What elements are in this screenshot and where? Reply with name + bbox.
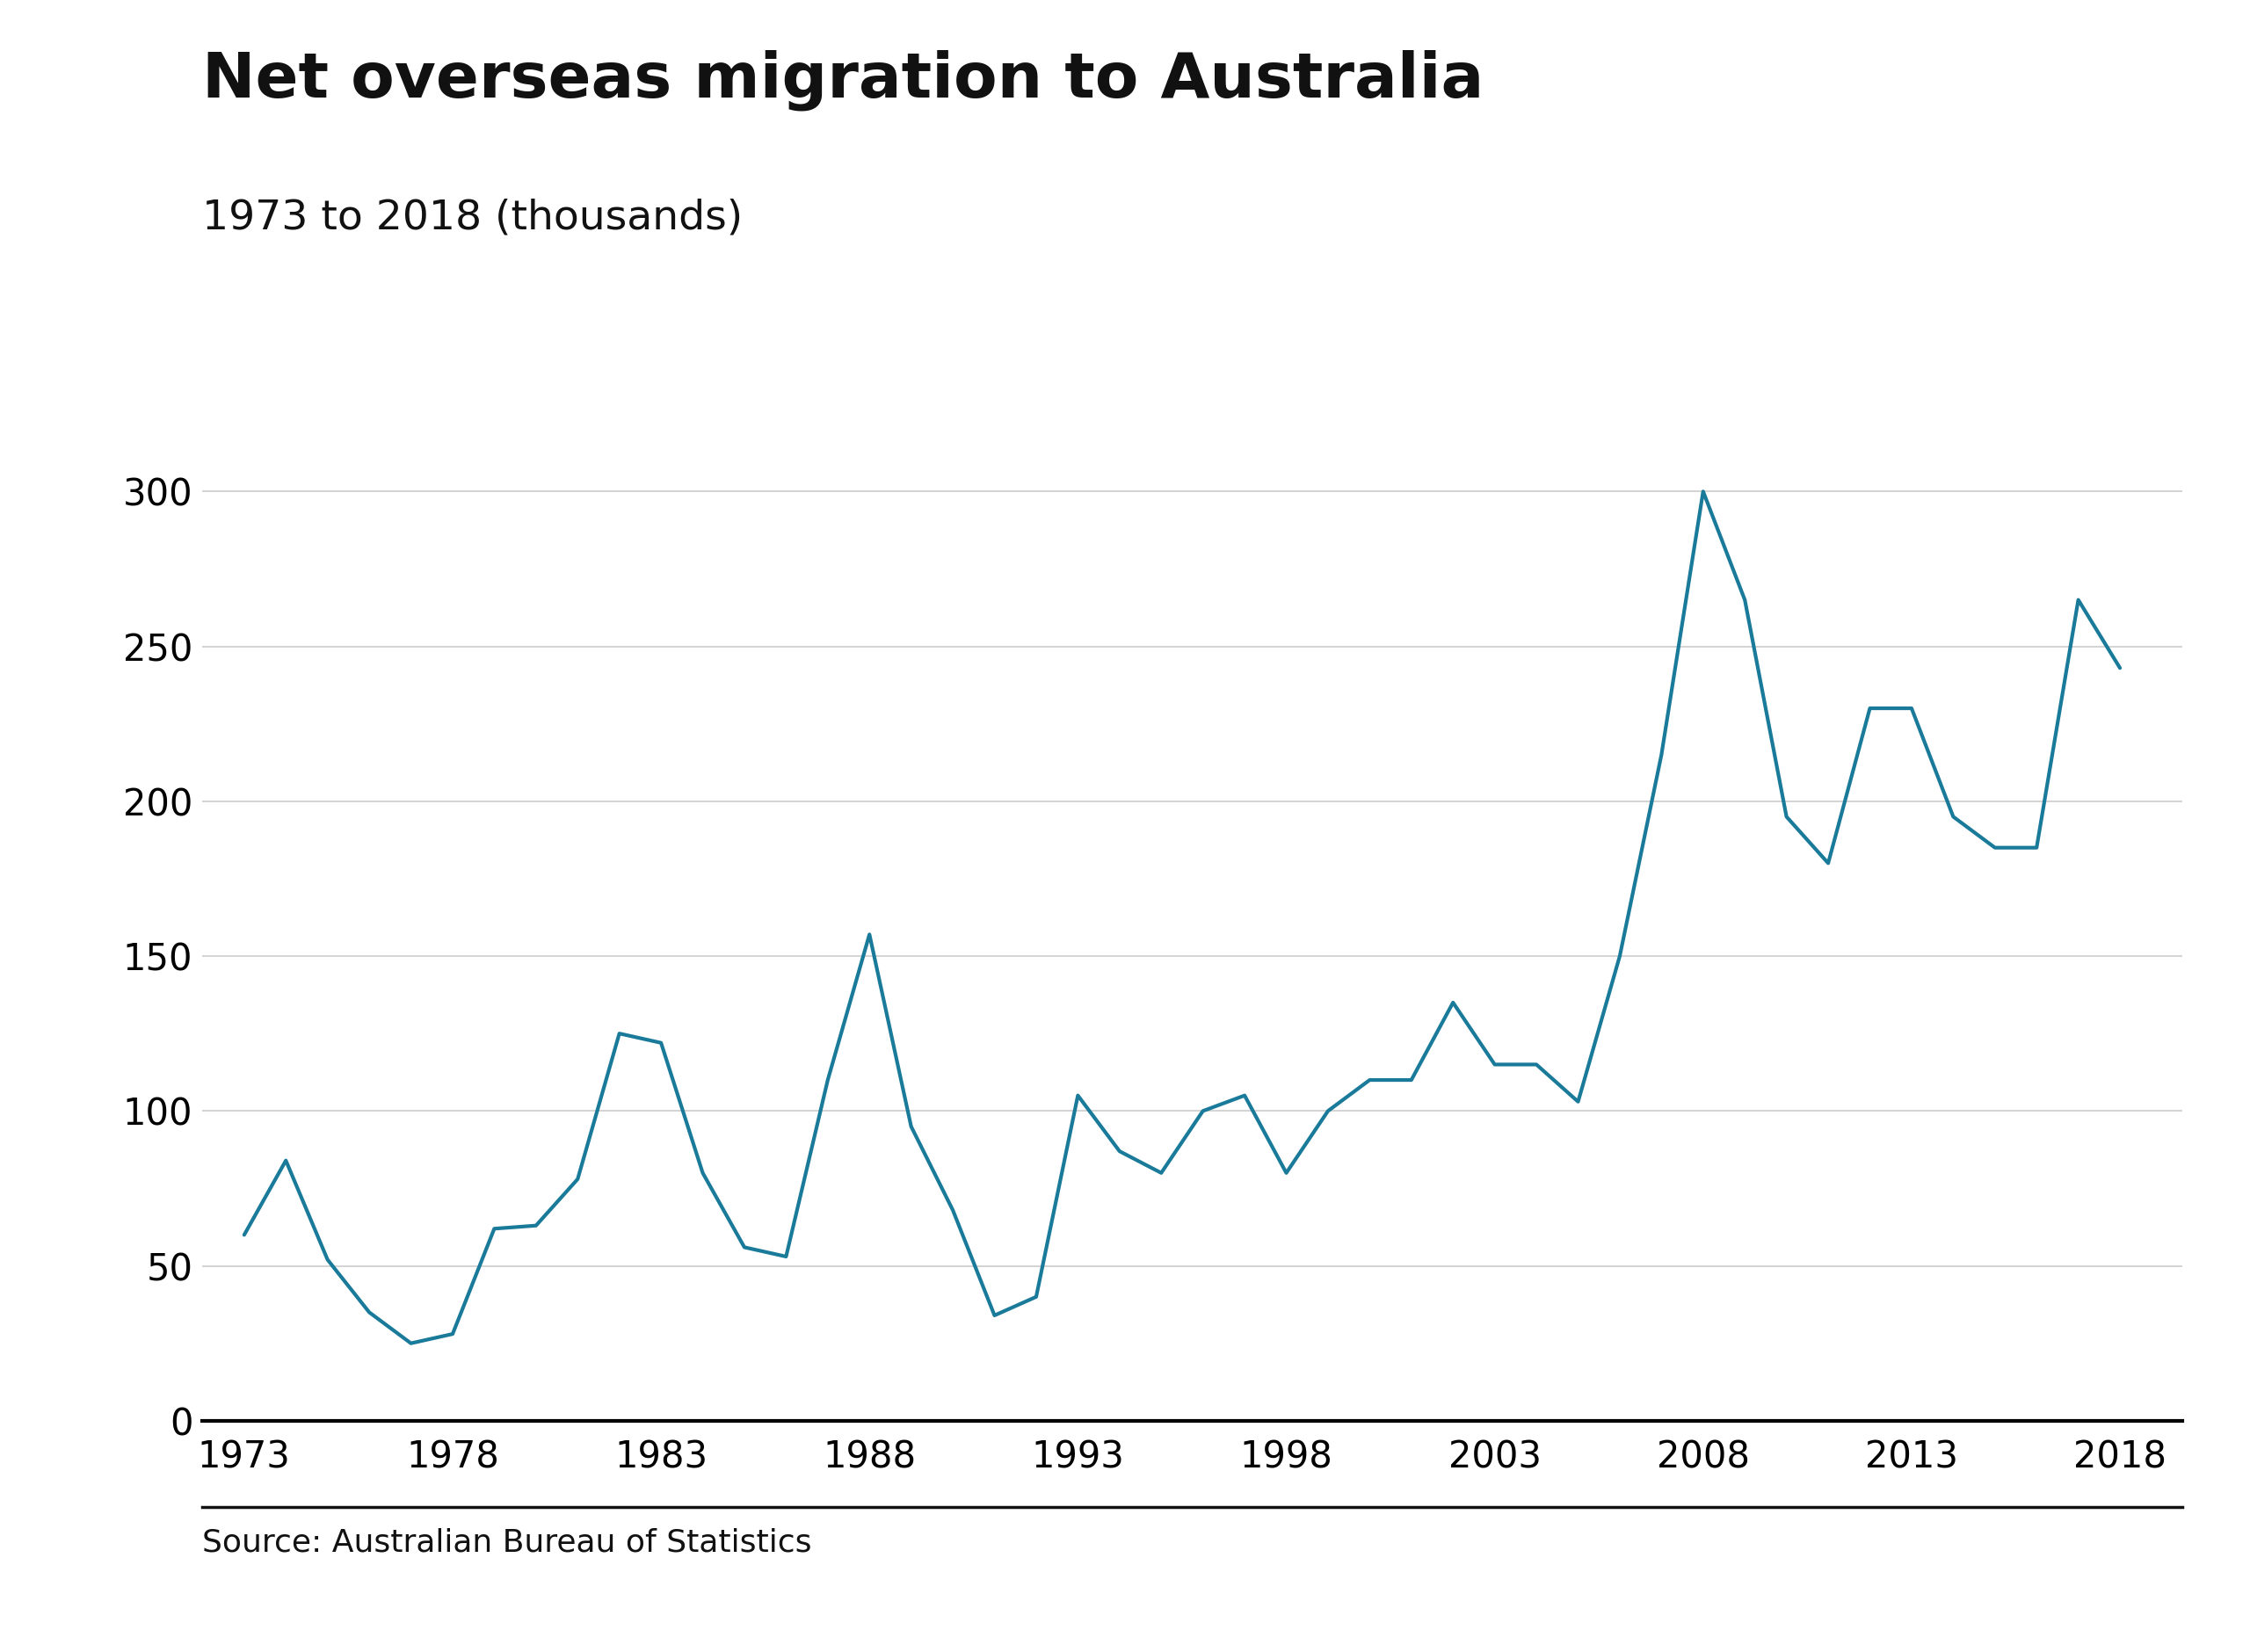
Text: C: C <box>2124 1558 2156 1596</box>
Text: B: B <box>2032 1558 2063 1596</box>
Text: 1973 to 2018 (thousands): 1973 to 2018 (thousands) <box>202 198 743 238</box>
Text: Source: Australian Bureau of Statistics: Source: Australian Bureau of Statistics <box>202 1528 812 1558</box>
Text: B: B <box>1939 1558 1971 1596</box>
Text: Net overseas migration to Australia: Net overseas migration to Australia <box>202 50 1485 111</box>
